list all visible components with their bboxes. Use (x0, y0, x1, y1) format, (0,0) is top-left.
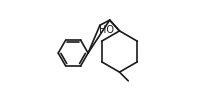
Text: HO: HO (98, 25, 113, 35)
